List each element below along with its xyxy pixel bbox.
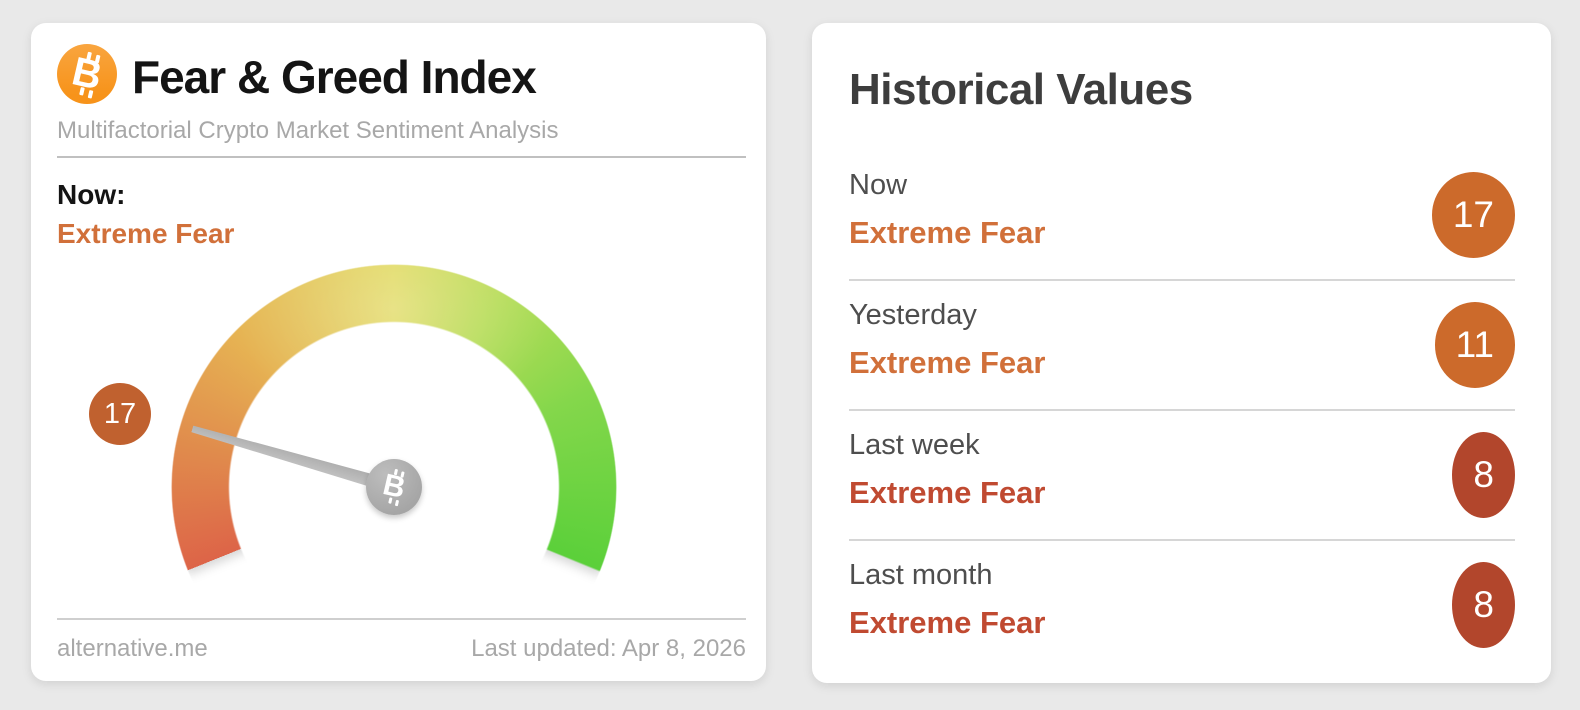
history-row: Last month Extreme Fear 8 xyxy=(849,541,1515,669)
history-row: Now Extreme Fear 17 xyxy=(849,151,1515,281)
bitcoin-symbol: B xyxy=(51,38,123,110)
gauge-hub: B xyxy=(366,459,422,515)
sentiment-label: Extreme Fear xyxy=(849,475,1046,510)
sentiment-label: Extreme Fear xyxy=(849,605,1046,640)
now-sentiment: Extreme Fear xyxy=(57,218,235,249)
sentiment-label: Extreme Fear xyxy=(849,215,1046,250)
value-badge: 11 xyxy=(1434,302,1515,388)
card-footer: alternative.me Last updated: Apr 8, 2026 xyxy=(57,618,746,681)
fear-greed-card: B Fear & Greed Index Multifactorial Cryp… xyxy=(31,23,766,681)
historical-values-title: Historical Values xyxy=(849,65,1193,114)
historical-values-list: Now Extreme Fear 17 Yesterday Extreme Fe… xyxy=(849,151,1515,669)
source-link[interactable]: alternative.me xyxy=(57,634,208,662)
now-label: Now: xyxy=(57,179,126,210)
gauge-value-badge: 17 xyxy=(89,383,151,445)
sentiment-label: Extreme Fear xyxy=(849,345,1046,380)
value-badge: 8 xyxy=(1452,562,1515,648)
value-badge: 17 xyxy=(1431,172,1515,258)
period-label: Last week xyxy=(849,429,980,461)
history-row: Last week Extreme Fear 8 xyxy=(849,411,1515,541)
header-divider xyxy=(57,156,746,158)
last-updated: Last updated: Apr 8, 2026 xyxy=(471,634,746,662)
period-label: Last month xyxy=(849,559,993,591)
history-row: Yesterday Extreme Fear 11 xyxy=(849,281,1515,411)
bitcoin-icon: B xyxy=(57,44,117,104)
value-badge: 8 xyxy=(1452,432,1515,518)
period-label: Now xyxy=(849,169,908,201)
period-label: Yesterday xyxy=(849,299,977,331)
historical-values-card: Historical Values Now Extreme Fear 17 Ye… xyxy=(812,23,1551,683)
page-title: Fear & Greed Index xyxy=(132,51,537,103)
page-subtitle: Multifactorial Crypto Market Sentiment A… xyxy=(57,117,559,144)
